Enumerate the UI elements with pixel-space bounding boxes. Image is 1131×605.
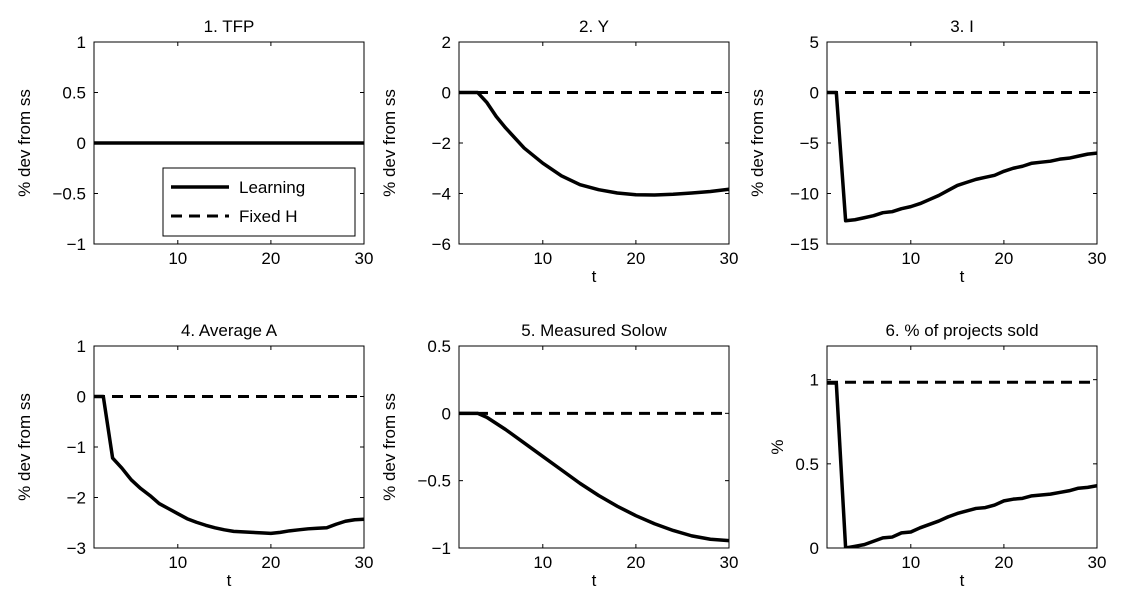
x-tick-label: 20 — [626, 249, 645, 268]
x-tick-label: 20 — [261, 553, 280, 572]
y-tick-label: 5 — [810, 33, 819, 52]
x-tick-label: 30 — [1088, 249, 1107, 268]
legend-label: Learning — [239, 178, 305, 197]
chart-title: 6. % of projects sold — [885, 321, 1038, 340]
y-tick-label: 1 — [77, 337, 86, 356]
x-tick-label: 10 — [168, 553, 187, 572]
x-tick-label: 10 — [901, 553, 920, 572]
x-tick-label: 30 — [1088, 553, 1107, 572]
y-tick-label: 0.5 — [62, 84, 86, 103]
series-line-learning — [94, 394, 364, 536]
x-tick-label: 10 — [901, 249, 920, 268]
y-axis-label: % dev from ss — [380, 89, 399, 197]
legend: Learning Fixed H — [162, 167, 356, 237]
y-tick-label: 0 — [810, 84, 819, 103]
series-group — [94, 394, 364, 536]
plot-area — [458, 41, 730, 245]
series-line-learning — [459, 411, 729, 543]
chart-title: 4. Average A — [181, 321, 278, 340]
x-tick-label: 10 — [533, 249, 552, 268]
y-tick-label: 1 — [810, 371, 819, 390]
x-tick-label: 30 — [720, 553, 739, 572]
y-tick-label: 0 — [77, 388, 86, 407]
series-group — [827, 380, 1097, 548]
x-tick-label: 20 — [994, 249, 1013, 268]
series-group — [827, 90, 1097, 223]
plot-area — [93, 345, 365, 549]
y-tick-label: −1 — [67, 438, 86, 457]
y-tick-label: 0 — [810, 539, 819, 558]
subplot-6: 10 20 30 0 0.5 1 6. % of projects sold t% — [768, 321, 1106, 590]
x-axis-label: t — [592, 267, 597, 286]
plot-area — [826, 345, 1098, 549]
y-tick-label: −3 — [67, 539, 86, 558]
y-tick-label: 1 — [77, 33, 86, 52]
legend-label: Fixed H — [239, 207, 298, 226]
y-tick-label: −5 — [800, 134, 819, 153]
y-tick-label: 0.5 — [795, 455, 819, 474]
subplot-4: 10 20 30 −3 −2 −1 0 1 4. Average A t % dev from ss — [15, 321, 373, 590]
x-tick-label: 20 — [626, 553, 645, 572]
series-group — [459, 90, 729, 197]
x-tick-label: 30 — [720, 249, 739, 268]
y-tick-label: −4 — [432, 185, 451, 204]
plot-area — [826, 41, 1098, 245]
y-tick-label: −10 — [790, 185, 819, 204]
chart-title: 1. TFP — [204, 17, 255, 36]
x-tick-label: 10 — [533, 553, 552, 572]
x-tick-label: 20 — [261, 249, 280, 268]
y-tick-label: 2 — [442, 33, 451, 52]
y-axis-label: % dev from ss — [380, 393, 399, 501]
x-tick-label: 10 — [168, 249, 187, 268]
x-axis-label: t — [960, 571, 965, 590]
y-tick-label: −6 — [432, 235, 451, 254]
y-tick-label: 0.5 — [427, 337, 451, 356]
y-tick-label: −15 — [790, 235, 819, 254]
x-tick-label: 30 — [355, 553, 374, 572]
chart-title: 3. I — [950, 17, 974, 36]
subplot-3: 10 20 30 −15 −10 −5 0 5 3. I t % dev from ss — [748, 17, 1106, 286]
series-line-learning — [827, 381, 1097, 548]
x-axis-label: t — [227, 571, 232, 590]
x-tick-label: 30 — [355, 249, 374, 268]
subplot-1: 10 20 30 −1 −0.5 0 0.5 1 1. TFP % dev from ss Lear… — [15, 17, 373, 268]
chart-title: 5. Measured Solow — [521, 321, 667, 340]
y-tick-label: −0.5 — [417, 472, 451, 491]
y-tick-label: −2 — [432, 134, 451, 153]
y-axis-label: % dev from ss — [748, 89, 767, 197]
y-tick-label: 0 — [77, 134, 86, 153]
series-group — [459, 411, 729, 543]
series-line-learning — [827, 90, 1097, 223]
y-axis-label: % — [768, 439, 787, 454]
series-line-learning — [459, 90, 729, 197]
legend-box — [162, 167, 356, 237]
plot-area — [458, 345, 730, 549]
y-tick-label: −1 — [432, 539, 451, 558]
y-tick-label: −2 — [67, 489, 86, 508]
y-tick-label: 0 — [442, 84, 451, 103]
chart-title: 2. Y — [579, 17, 609, 36]
y-tick-label: −1 — [67, 235, 86, 254]
x-tick-label: 20 — [994, 553, 1013, 572]
subplot-5: 10 20 30 −1 −0.5 0 0.5 5. Measured Solow t % dev … — [380, 321, 738, 590]
y-tick-label: 0 — [442, 404, 451, 423]
x-axis-label: t — [592, 571, 597, 590]
y-axis-label: % dev from ss — [15, 89, 34, 197]
subplot-2: 10 20 30 −6 −4 −2 0 2 2. Y t % dev from ss — [380, 17, 738, 286]
y-axis-label: % dev from ss — [15, 393, 34, 501]
y-tick-label: −0.5 — [52, 185, 86, 204]
x-axis-label: t — [960, 267, 965, 286]
